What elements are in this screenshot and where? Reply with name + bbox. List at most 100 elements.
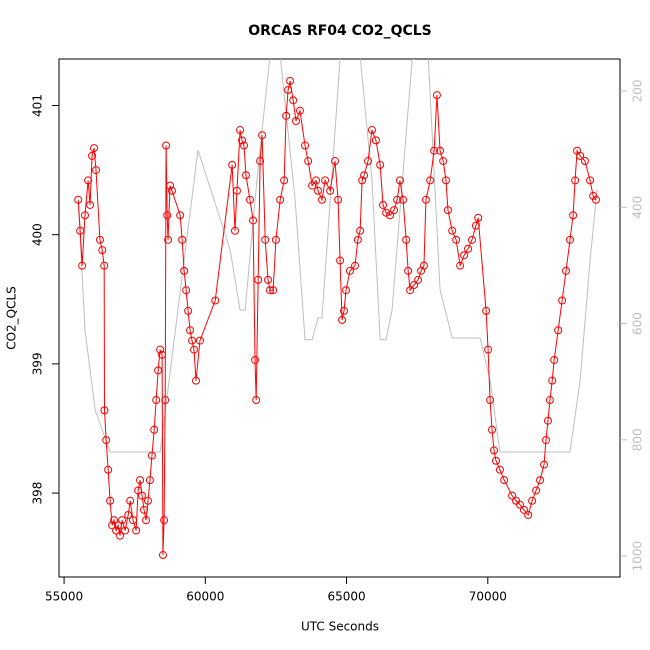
data-point [562,266,571,275]
data-point [102,436,111,445]
data-point [491,456,500,465]
data-point [143,496,152,505]
data-point [410,281,419,290]
data-point [124,510,133,519]
data-point [421,195,430,204]
data-point [286,76,295,85]
x-axis-label: UTC Seconds [301,620,379,634]
data-point [308,181,317,190]
data-point [245,195,254,204]
data-point [541,436,550,445]
data-point [304,157,313,166]
data-point [474,213,483,222]
data-point [467,235,476,244]
data-point [116,531,125,540]
data-point [460,251,469,260]
data-point [192,376,201,385]
data-point [326,186,335,195]
y-tick-label: 400 [31,223,45,246]
data-point [367,126,376,135]
data-point [261,235,270,244]
data-point [414,275,423,284]
data-point [211,296,220,305]
data-point [301,141,310,150]
data-point [550,355,559,364]
data-point [471,221,480,230]
data-point [240,141,249,150]
data-point [182,286,191,295]
data-point [338,315,347,324]
data-point [419,261,428,270]
data-point [276,195,285,204]
data-point [249,216,258,225]
data-point [402,235,411,244]
data-point [195,336,204,345]
data-point [508,491,517,500]
data-point [176,211,185,220]
y-axis-label: CO2_QCLS [5,286,19,350]
data-point [321,176,330,185]
data-point [486,396,495,405]
data-point [345,266,354,275]
data-point [516,500,525,509]
data-point [404,266,413,275]
data-point [548,376,557,385]
data-point [108,521,117,530]
data-point [132,526,141,535]
data-point [586,176,595,185]
data-point [242,171,250,180]
y-tick-label: 398 [31,482,45,505]
data-point [289,96,298,105]
data-point [336,256,345,265]
data-point [464,244,473,253]
data-point [134,486,143,495]
data-point [184,306,193,315]
series-line [77,59,598,453]
data-point [145,476,154,485]
data-point [136,476,145,485]
data-point [351,261,360,270]
data-point [488,425,497,434]
data-point [129,516,138,525]
data-point [228,160,237,169]
data-point [364,157,373,166]
data-point [78,261,87,270]
plot-area [74,59,600,560]
chart-title: ORCAS RF04 CO2_QCLS [248,23,432,39]
data-point [74,195,83,204]
data-point [312,176,321,185]
data-point [545,396,554,405]
data-point [84,176,93,185]
data-point [158,551,167,560]
data-point [528,496,537,505]
data-point [371,136,380,145]
data-point [356,226,365,235]
data-point [484,345,493,354]
data-point [554,326,563,335]
data-point [92,166,101,175]
data-point [88,151,97,160]
data-point [266,286,275,295]
data-point [154,366,163,375]
data-point [188,336,197,345]
data-point [100,261,109,270]
data-point [540,460,549,469]
data-point [441,176,450,185]
data-point [430,146,439,155]
data-point [180,266,189,275]
data-point [291,117,300,126]
data-point [432,91,441,100]
data-point [443,206,452,215]
data-point [150,425,159,434]
data-point [406,286,415,295]
x-tick-label: 55000 [45,590,83,604]
data-point [106,496,115,505]
data-point [95,235,104,244]
data-point [536,476,545,485]
data-point [80,211,89,220]
data-point [500,476,509,485]
data-point [448,226,457,235]
data-point [571,176,580,185]
x-tick-label: 60000 [186,590,224,604]
